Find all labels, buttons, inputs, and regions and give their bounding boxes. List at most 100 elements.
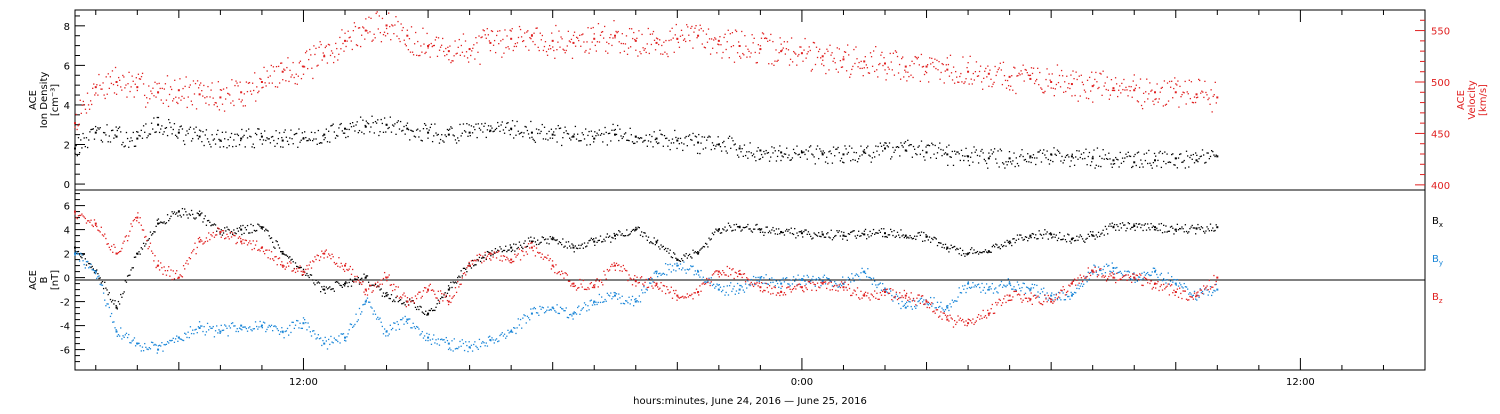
bz-sample — [184, 268, 185, 269]
by-sample — [1153, 268, 1154, 269]
bz-sample — [377, 282, 378, 283]
bx-sample — [1165, 225, 1166, 226]
ion-density-sample — [562, 137, 563, 138]
bx-sample — [610, 242, 611, 243]
bx-point — [572, 247, 574, 249]
bx-sample — [165, 223, 166, 224]
bx-sample — [1060, 239, 1061, 240]
by-sample — [602, 302, 603, 303]
ion-density-sample — [843, 162, 844, 163]
bx-sample — [1184, 231, 1185, 232]
by-sample — [90, 264, 91, 265]
by-sample — [778, 287, 779, 288]
bx-sample — [554, 239, 555, 240]
bx-sample — [1216, 224, 1217, 225]
bz-sample — [552, 260, 553, 261]
by-sample — [1210, 286, 1211, 287]
ion-density-sample — [362, 120, 363, 121]
velocity-sample — [1092, 101, 1093, 102]
ion-density-sample — [458, 140, 459, 141]
bx-sample — [341, 285, 342, 286]
top-left-tick-label: 4 — [64, 101, 70, 112]
bx-point — [1133, 225, 1135, 227]
velocity-sample — [842, 66, 843, 67]
ion-density-sample — [354, 130, 355, 131]
bx-sample — [328, 287, 329, 288]
ion-density-sample — [807, 159, 808, 160]
by-sample — [556, 304, 557, 305]
bx-sample — [1035, 234, 1036, 235]
velocity-sample — [1085, 91, 1086, 92]
bx-sample — [179, 215, 180, 216]
bx-sample — [811, 238, 812, 239]
ion-density-sample — [704, 137, 705, 138]
bx-sample — [84, 254, 85, 255]
bz-sample — [215, 234, 216, 235]
by-sample — [891, 295, 892, 296]
bx-sample — [867, 234, 868, 235]
ion-density-sample — [343, 133, 344, 134]
ion-density-sample — [627, 140, 628, 141]
bz-sample — [568, 281, 569, 282]
velocity-sample — [1183, 92, 1184, 93]
by-sample — [93, 269, 94, 270]
bx-sample — [343, 284, 344, 285]
bx-sample — [214, 223, 215, 224]
ion-density-point — [1133, 161, 1135, 163]
bz-sample — [571, 283, 572, 284]
velocity-sample — [683, 40, 684, 41]
by-sample — [617, 299, 618, 300]
bx-sample — [824, 237, 825, 238]
velocity-sample — [912, 77, 913, 78]
velocity-sample — [596, 50, 597, 51]
by-sample — [1195, 298, 1196, 299]
velocity-sample — [1096, 81, 1097, 82]
ion-density-sample — [206, 129, 207, 130]
bx-sample — [977, 251, 978, 252]
by-sample — [529, 319, 530, 320]
by-sample — [722, 290, 723, 291]
ion-density-sample — [722, 142, 723, 143]
by-sample — [1015, 289, 1016, 290]
bx-sample — [583, 248, 584, 249]
velocity-sample — [552, 46, 553, 47]
bx-sample — [859, 236, 860, 237]
velocity-sample — [276, 66, 277, 67]
bz-point — [926, 301, 928, 303]
velocity-sample — [785, 53, 786, 54]
bx-sample — [124, 291, 125, 292]
velocity-sample — [322, 59, 323, 60]
bx-sample — [954, 246, 955, 247]
velocity-sample — [883, 57, 884, 58]
ion-density-sample — [1188, 166, 1189, 167]
bx-sample — [710, 239, 711, 240]
by-sample — [527, 316, 528, 317]
ion-density-sample — [1195, 152, 1196, 153]
velocity-sample — [712, 48, 713, 49]
velocity-sample — [873, 50, 874, 51]
velocity-sample — [1125, 87, 1126, 88]
bz-sample — [322, 253, 323, 254]
by-sample — [407, 323, 408, 324]
ion-density-sample — [891, 156, 892, 157]
ion-density-sample — [775, 150, 776, 151]
by-sample — [903, 306, 904, 307]
by-sample — [564, 310, 565, 311]
bz-sample — [526, 251, 527, 252]
velocity-sample — [125, 84, 126, 85]
bx-sample — [536, 244, 537, 245]
by-sample — [496, 338, 497, 339]
ion-density-sample — [865, 153, 866, 154]
by-sample — [1059, 297, 1060, 298]
velocity-sample — [496, 35, 497, 36]
by-sample — [786, 277, 787, 278]
bx-sample — [1070, 242, 1071, 243]
bx-sample — [754, 229, 755, 230]
velocity-sample — [1180, 96, 1181, 97]
velocity-sample — [188, 96, 189, 97]
by-sample — [103, 292, 104, 293]
velocity-point — [199, 93, 201, 95]
bz-sample — [391, 284, 392, 285]
bx-sample — [903, 234, 904, 235]
bx-sample — [891, 231, 892, 232]
